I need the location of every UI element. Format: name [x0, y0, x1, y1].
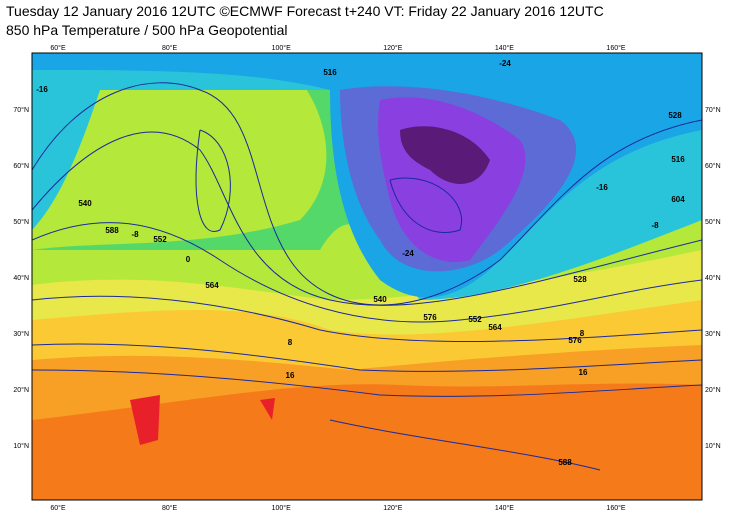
- longitude-label: 60°E: [50, 44, 66, 52]
- contour-label: -8: [651, 221, 659, 230]
- contour-label: 576: [568, 336, 582, 345]
- title: Tuesday 12 January 2016 12UTC ©ECMWF For…: [6, 3, 604, 19]
- contour-label: 564: [488, 323, 502, 332]
- contour-label: 516: [671, 155, 685, 164]
- map-field: [32, 53, 702, 500]
- contour-label: -24: [402, 249, 414, 258]
- contour-label: 528: [668, 111, 682, 120]
- contour-label: 8: [580, 329, 585, 338]
- contour-label: 588: [558, 458, 572, 467]
- latitude-label: 20°N: [705, 386, 721, 394]
- contour-label: 8: [288, 338, 293, 347]
- latitude-label: 30°N: [13, 330, 29, 338]
- latitude-label: 70°N: [705, 106, 721, 114]
- longitude-label: 120°E: [383, 44, 402, 52]
- contour-label: 588: [105, 226, 119, 235]
- longitude-label: 100°E: [272, 44, 291, 52]
- longitude-label: 80°E: [162, 44, 178, 52]
- contour-label: 604: [671, 195, 685, 204]
- contour-label: -16: [36, 85, 48, 94]
- latitude-label: 50°N: [13, 218, 29, 226]
- contour-label: 564: [205, 281, 219, 290]
- contour-label: 540: [373, 295, 387, 304]
- contour-label: 576: [423, 313, 437, 322]
- longitude-label: 60°E: [50, 504, 66, 512]
- contour-label: 16: [286, 371, 295, 380]
- latitude-label: 10°N: [705, 442, 721, 450]
- longitude-label: 100°E: [272, 504, 291, 512]
- contour-label: 16: [579, 368, 588, 377]
- longitude-label: 140°E: [495, 504, 514, 512]
- latitude-label: 60°N: [705, 162, 721, 170]
- contour-label: 540: [78, 199, 92, 208]
- latitude-label: 60°N: [13, 162, 29, 170]
- longitude-label: 140°E: [495, 44, 514, 52]
- contour-label: 516: [323, 68, 337, 77]
- longitude-label: 80°E: [162, 504, 178, 512]
- map-frame: [31, 52, 703, 501]
- contour-label: -24: [499, 59, 511, 68]
- latitude-label: 40°N: [705, 274, 721, 282]
- subtitle: 850 hPa Temperature / 500 hPa Geopotenti…: [6, 22, 288, 38]
- longitude-label: 120°E: [383, 504, 402, 512]
- latitude-label: 40°N: [13, 274, 29, 282]
- contour-label: 552: [468, 315, 482, 324]
- longitude-label: 160°E: [606, 44, 625, 52]
- latitude-label: 70°N: [13, 106, 29, 114]
- latitude-label: 20°N: [13, 386, 29, 394]
- contour-label: 0: [186, 255, 191, 264]
- latitude-label: 50°N: [705, 218, 721, 226]
- contour-label: -8: [131, 230, 139, 239]
- latitude-label: 10°N: [13, 442, 29, 450]
- longitude-label: 160°E: [606, 504, 625, 512]
- contour-label: 552: [153, 235, 167, 244]
- contour-label: 528: [573, 275, 587, 284]
- latitude-label: 30°N: [705, 330, 721, 338]
- contour-label: -16: [596, 183, 608, 192]
